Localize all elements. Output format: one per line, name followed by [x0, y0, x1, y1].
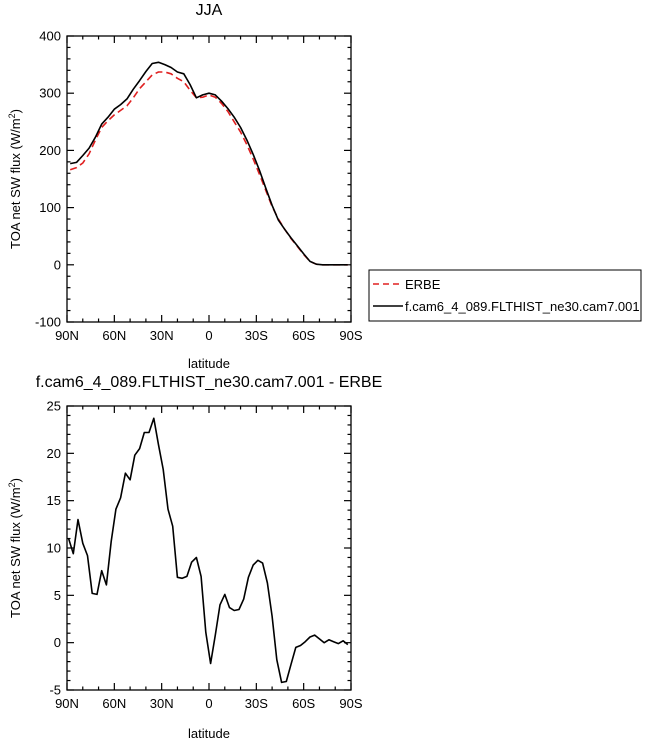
- bottom-x-tick-label: 90S: [339, 696, 362, 711]
- bottom-y-tick-label: -5: [49, 683, 61, 698]
- legend-box: [368, 269, 642, 322]
- bottom-x-tick-label: 30S: [245, 696, 268, 711]
- top-x-tick-label: 90N: [55, 328, 79, 343]
- legend-label-model: f.cam6_4_089.FLTHIST_ne30.cam7.001: [405, 299, 640, 314]
- top-y-tick-label: 300: [39, 86, 61, 101]
- top-x-tick-label: 30S: [245, 328, 268, 343]
- bottom-x-tick-label: 0: [205, 696, 212, 711]
- top-y-tick-label: 200: [39, 143, 61, 158]
- bottom-series-line-0: [67, 417, 349, 684]
- top-series-line-0: [69, 71, 348, 266]
- top-y-axis-label: TOA net SW flux (W/m2): [7, 109, 23, 249]
- bottom-plot-frame: [66, 405, 352, 691]
- top-y-tick-labels: -100 0 100 200 300 400: [35, 29, 61, 330]
- bottom-y-axis-label-main: TOA net SW flux (W/m: [8, 487, 23, 618]
- top-chart-title: JJA: [196, 2, 223, 19]
- bottom-y-tick-label: 0: [54, 635, 61, 650]
- bottom-x-tick-labels: 90N 60N 30N 0 30S 60S 90S: [55, 696, 363, 711]
- bottom-y-tick-labels: -5 0 5 10 15 20 25: [47, 399, 61, 698]
- bottom-y-axis-label: TOA net SW flux (W/m2): [7, 478, 23, 618]
- bottom-y-tick-label: 20: [47, 446, 61, 461]
- top-x-axis-label: latitude: [188, 356, 230, 371]
- top-x-tick-label: 30N: [150, 328, 174, 343]
- difference-panel: f.cam6_4_089.FLTHIST_ne30.cam7.001 - ERB…: [7, 374, 382, 741]
- bottom-x-tick-label: 60S: [292, 696, 315, 711]
- top-x-tick-label: 60S: [292, 328, 315, 343]
- top-y-axis-label-main: TOA net SW flux (W/m: [8, 118, 23, 249]
- top-x-tick-label: 60N: [102, 328, 126, 343]
- legend-label-erbe: ERBE: [405, 277, 441, 292]
- top-y-tick-label: 400: [39, 29, 61, 44]
- bottom-y-tick-label: 15: [47, 493, 61, 508]
- legend: ERBE f.cam6_4_089.FLTHIST_ne30.cam7.001: [368, 269, 642, 322]
- bottom-y-tick-label: 25: [47, 399, 61, 414]
- bottom-x-tick-label: 90N: [55, 696, 79, 711]
- bottom-x-tick-label: 30N: [150, 696, 174, 711]
- bottom-x-tick-label: 60N: [102, 696, 126, 711]
- top-y-tick-label: 0: [54, 257, 61, 272]
- top-x-tick-label: 0: [205, 328, 212, 343]
- bottom-x-axis-label: latitude: [188, 726, 230, 741]
- top-x-tick-label: 90S: [339, 328, 362, 343]
- top-series-group: [69, 61, 348, 266]
- bottom-y-axis-label-close: ): [8, 478, 23, 482]
- bottom-y-axis-label-superscript: 2: [7, 482, 17, 487]
- top-y-tick-label: -100: [35, 315, 61, 330]
- top-y-tick-label: 100: [39, 200, 61, 215]
- bottom-axis-ticks: [66, 405, 352, 691]
- top-axis-ticks: [66, 35, 352, 323]
- top-plot-frame: [66, 35, 352, 323]
- top-y-axis-label-superscript: 2: [7, 113, 17, 118]
- bottom-y-tick-label: 5: [54, 588, 61, 603]
- top-series-line-1: [70, 61, 348, 266]
- bottom-y-tick-label: 10: [47, 541, 61, 556]
- bottom-chart-title: f.cam6_4_089.FLTHIST_ne30.cam7.001 - ERB…: [36, 374, 383, 391]
- bottom-series-group: [67, 417, 349, 684]
- top-y-axis-label-close: ): [8, 109, 23, 113]
- top-x-tick-labels: 90N 60N 30N 0 30S 60S 90S: [55, 328, 363, 343]
